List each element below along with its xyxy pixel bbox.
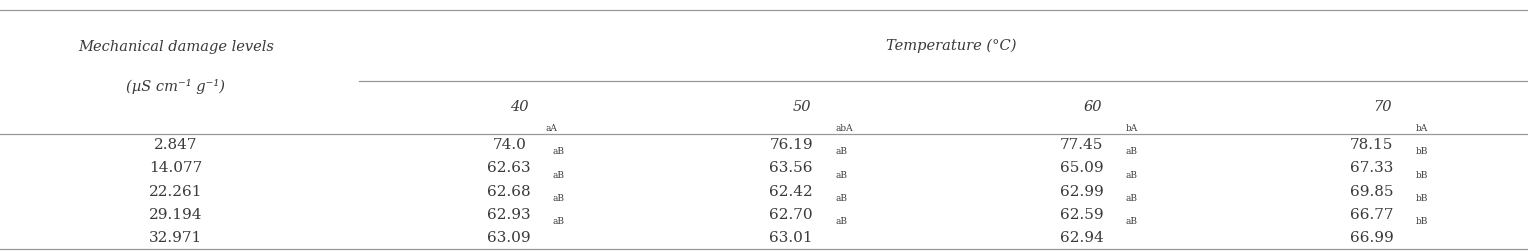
Text: aB: aB bbox=[836, 147, 847, 156]
Text: bB: bB bbox=[1416, 147, 1429, 156]
Text: aA: aA bbox=[545, 124, 558, 133]
Text: aB: aB bbox=[836, 194, 847, 203]
Text: aB: aB bbox=[553, 147, 564, 156]
Text: 62.94: 62.94 bbox=[1060, 231, 1103, 245]
Text: 40: 40 bbox=[510, 100, 529, 114]
Text: bA: bA bbox=[1416, 124, 1429, 133]
Text: 67.33: 67.33 bbox=[1351, 161, 1394, 175]
Text: aB: aB bbox=[553, 194, 564, 203]
Text: 62.42: 62.42 bbox=[770, 184, 813, 199]
Text: bB: bB bbox=[1416, 194, 1429, 203]
Text: aB: aB bbox=[1125, 147, 1137, 156]
Text: 70: 70 bbox=[1374, 100, 1392, 114]
Text: 29.194: 29.194 bbox=[148, 208, 203, 222]
Text: bB: bB bbox=[1416, 217, 1429, 226]
Text: 32.971: 32.971 bbox=[150, 231, 202, 245]
Text: 14.077: 14.077 bbox=[150, 161, 202, 175]
Text: 76.19: 76.19 bbox=[770, 138, 813, 152]
Text: 62.99: 62.99 bbox=[1060, 184, 1103, 199]
Text: bB: bB bbox=[1416, 171, 1429, 180]
Text: abA: abA bbox=[836, 124, 853, 133]
Text: 69.85: 69.85 bbox=[1351, 184, 1394, 199]
Text: 2.847: 2.847 bbox=[154, 138, 197, 152]
Text: 78.15: 78.15 bbox=[1351, 138, 1394, 152]
Text: aB: aB bbox=[1125, 194, 1137, 203]
Text: aB: aB bbox=[1125, 217, 1137, 226]
Text: aB: aB bbox=[836, 171, 847, 180]
Text: aB: aB bbox=[1125, 171, 1137, 180]
Text: 63.09: 63.09 bbox=[486, 231, 530, 245]
Text: 77.45: 77.45 bbox=[1060, 138, 1103, 152]
Text: 22.261: 22.261 bbox=[148, 184, 203, 199]
Text: 62.70: 62.70 bbox=[770, 208, 813, 222]
Text: 62.68: 62.68 bbox=[486, 184, 530, 199]
Text: Temperature (°C): Temperature (°C) bbox=[886, 38, 1016, 53]
Text: 63.01: 63.01 bbox=[770, 231, 813, 245]
Text: aB: aB bbox=[553, 217, 564, 226]
Text: (µS cm⁻¹ g⁻¹): (µS cm⁻¹ g⁻¹) bbox=[127, 79, 225, 94]
Text: 62.63: 62.63 bbox=[486, 161, 530, 175]
Text: 50: 50 bbox=[793, 100, 811, 114]
Text: aB: aB bbox=[836, 217, 847, 226]
Text: bA: bA bbox=[1125, 124, 1138, 133]
Text: 62.93: 62.93 bbox=[486, 208, 530, 222]
Text: 60: 60 bbox=[1083, 100, 1102, 114]
Text: 65.09: 65.09 bbox=[1060, 161, 1103, 175]
Text: 74.0: 74.0 bbox=[494, 138, 527, 152]
Text: Mechanical damage levels: Mechanical damage levels bbox=[78, 40, 274, 54]
Text: 62.59: 62.59 bbox=[1060, 208, 1103, 222]
Text: 66.99: 66.99 bbox=[1351, 231, 1394, 245]
Text: 63.56: 63.56 bbox=[770, 161, 813, 175]
Text: 66.77: 66.77 bbox=[1351, 208, 1394, 222]
Text: aB: aB bbox=[553, 171, 564, 180]
